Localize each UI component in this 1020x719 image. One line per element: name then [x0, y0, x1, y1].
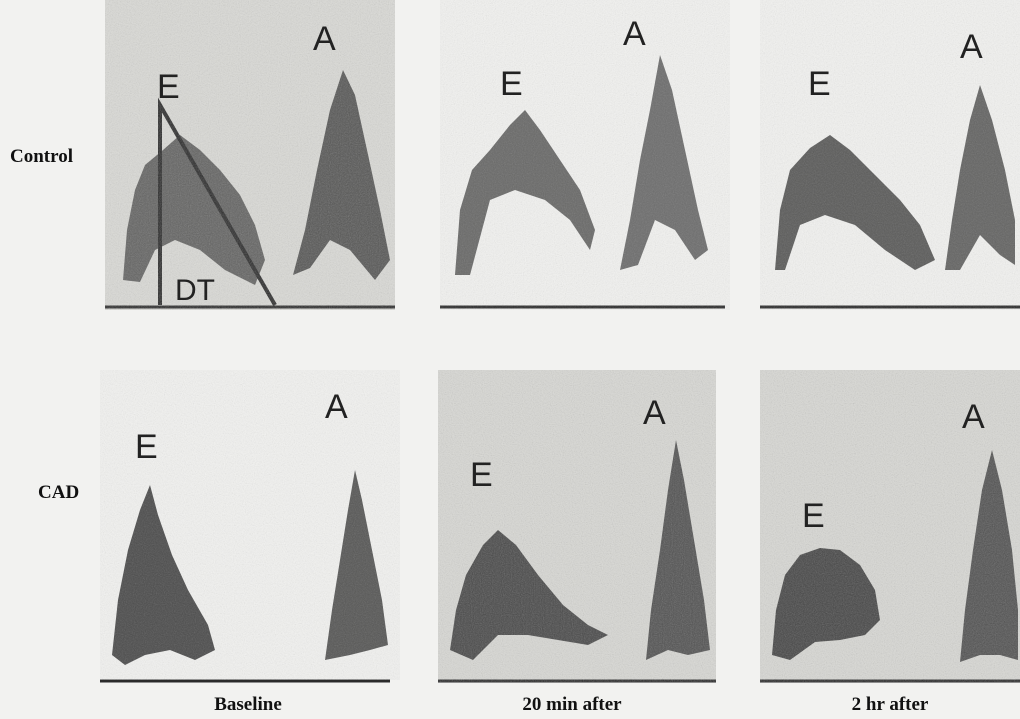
e-wave-label: E: [802, 497, 825, 535]
column-label-2hr: 2 hr after: [851, 694, 929, 715]
dt-label: DT: [175, 274, 215, 307]
e-wave-label: E: [470, 456, 493, 494]
e-wave-label: E: [135, 428, 158, 466]
e-wave-label: E: [157, 68, 180, 106]
a-wave-label: A: [960, 28, 983, 66]
column-label-baseline: Baseline: [214, 694, 282, 715]
a-wave-label: A: [325, 388, 348, 426]
row-label-control: Control: [10, 146, 73, 167]
a-wave-label: A: [313, 20, 336, 58]
a-wave-label: A: [643, 394, 666, 432]
a-wave-label: A: [623, 15, 646, 53]
doppler-panel-control-baseline: E A DT: [105, 0, 405, 320]
doppler-panel-cad-20min: E A: [438, 370, 720, 690]
doppler-panel-cad-2hr: E A: [760, 370, 1020, 690]
e-wave-label: E: [500, 65, 523, 103]
doppler-panel-cad-baseline: E A: [100, 370, 400, 690]
a-wave-label: A: [962, 398, 985, 436]
doppler-panel-control-20min: E A: [440, 0, 730, 320]
column-label-20min: 20 min after: [522, 694, 622, 715]
doppler-panel-control-2hr: E A: [760, 0, 1020, 320]
row-label-cad: CAD: [38, 482, 80, 503]
e-wave-label: E: [808, 65, 831, 103]
